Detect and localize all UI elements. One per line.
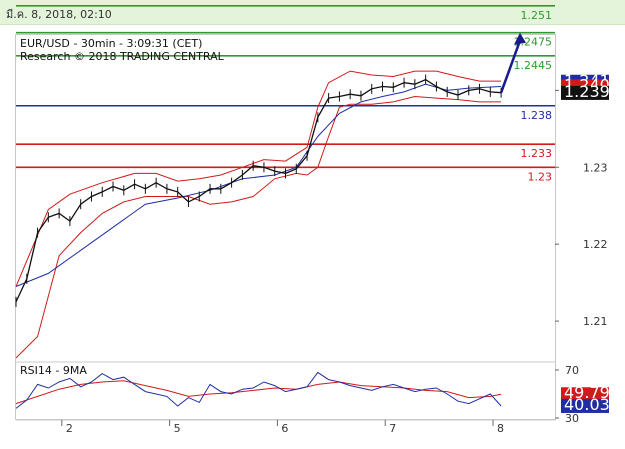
- x-tick-label: 8: [497, 422, 504, 435]
- y-axis: 1.241.231.221.21: [555, 84, 608, 328]
- rsi-badge: [561, 387, 609, 402]
- y-tick-label: 1.23: [583, 161, 608, 174]
- level-label: 1.2445: [514, 59, 553, 72]
- rsi-badge-label: 49.7922: [564, 383, 625, 402]
- y-tick-label: 1.21: [583, 315, 608, 328]
- price-layer: [15, 74, 502, 307]
- rsi-y-tick-label: 70: [565, 364, 579, 377]
- level-label: 1.233: [521, 147, 553, 160]
- rsi-line: [15, 371, 502, 409]
- x-tick-label: 2: [66, 422, 73, 435]
- rsi-badge-label: 40.0376: [564, 395, 625, 414]
- y-tick-label: 1.22: [583, 238, 608, 251]
- level-label: 1.251: [521, 9, 553, 22]
- x-tick-label: 7: [389, 422, 396, 435]
- rsi-ma-line: [15, 380, 502, 405]
- rsi-title: RSI14 - 9MA: [20, 364, 87, 377]
- price-badge-label: 1.23967: [564, 82, 625, 101]
- bollinger-layer: [15, 70, 502, 359]
- rsi-y-tick-label: 30: [565, 412, 579, 425]
- header-datetime: มี.ค. 8, 2018, 02:10: [6, 8, 112, 21]
- legend-line-2: Research © 2018 TRADING CENTRAL: [20, 50, 224, 63]
- bollinger-upper: [15, 70, 502, 287]
- x-axis: 2 5 6 7 8: [16, 419, 555, 435]
- price-badge: [561, 85, 609, 100]
- forecast-layer: [499, 32, 526, 94]
- x-tick-label: 6: [281, 422, 288, 435]
- bollinger-lower: [15, 95, 502, 359]
- moving-average: [15, 83, 502, 287]
- price-line: [15, 78, 502, 303]
- forecast-arrow-shaft: [499, 40, 522, 94]
- level-label: 1.23: [528, 170, 553, 183]
- legend-line-1: EUR/USD - 30min - 3:09:31 (CET): [20, 37, 203, 50]
- x-tick-label: 5: [174, 422, 181, 435]
- level-label: 1.238: [521, 109, 553, 122]
- rsi-badge: [561, 398, 609, 413]
- header-bar: มี.ค. 8, 2018, 02:10: [0, 0, 625, 25]
- forecast-arrow-head: [513, 32, 526, 45]
